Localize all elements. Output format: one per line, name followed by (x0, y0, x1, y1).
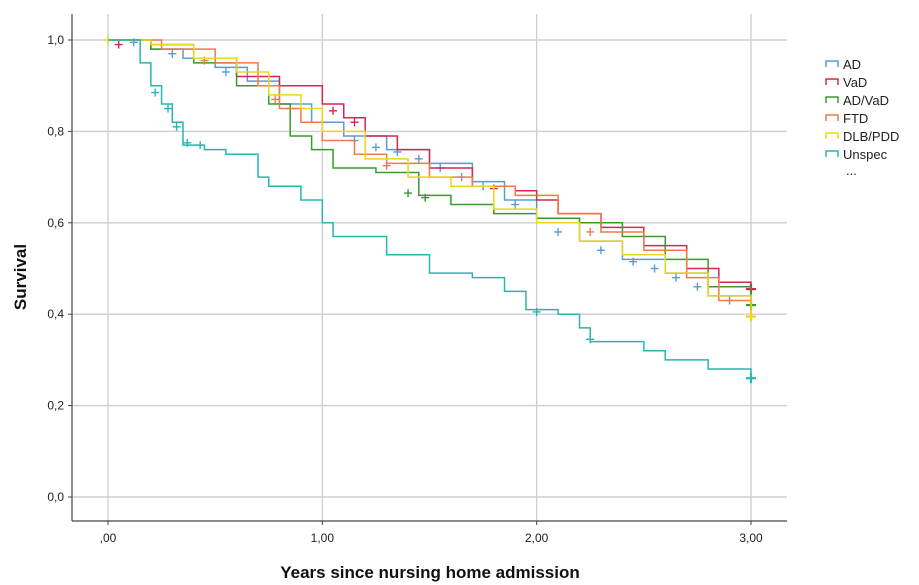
axes (68, 14, 787, 525)
censor-mark-unspec-3 (183, 138, 192, 147)
x-tick-label-0: ,00 (100, 531, 117, 545)
censor-mark-vad-2 (350, 118, 359, 127)
censor-mark-ad-13 (596, 246, 605, 255)
legend-item-vad: VaD (825, 75, 867, 90)
censor-mark-ftd-2 (382, 161, 391, 170)
censor-mark-ad-14 (629, 257, 638, 266)
censor-mark-ftd-3 (586, 227, 595, 236)
series-lines (104, 36, 756, 384)
censor-mark-ad-2 (221, 67, 230, 76)
y-tick-label-0: 0,0 (47, 490, 64, 504)
grid-lines (72, 14, 787, 521)
x-tick-label-3: 3,00 (739, 531, 763, 545)
legend-label: Unspec (843, 147, 888, 162)
censor-mark-ad-16 (671, 273, 680, 282)
censor-mark-ad-1 (168, 49, 177, 58)
legend-item-dlb-pdd: DLB/PDD (825, 129, 899, 144)
legend-swatch (825, 114, 839, 121)
y-tick-label-3: 0,6 (47, 216, 64, 230)
y-tick-label-5: 1,0 (47, 33, 64, 47)
censor-mark-vad-0 (114, 40, 123, 49)
legend: AD VaD AD/VaD FTD DLB/PDD Unspec... (825, 57, 899, 178)
series-line-ftd (108, 39, 752, 315)
legend-swatch (825, 96, 839, 103)
series-line-ad-vad (108, 39, 752, 306)
legend-swatch (825, 150, 839, 157)
x-axis-title: Years since nursing home admission (280, 563, 580, 582)
legend-item-ftd: FTD (825, 111, 868, 126)
censor-mark-unspec-7 (746, 373, 756, 384)
censor-mark-unspec-0 (151, 88, 160, 97)
censor-mark-ad-11 (511, 200, 520, 209)
censor-mark-ad-vad-0 (404, 189, 413, 198)
censor-mark-ad-7 (414, 154, 423, 163)
censor-mark-unspec-4 (196, 141, 205, 150)
legend-item-ad-vad: AD/VaD (825, 93, 889, 108)
legend-label: AD (843, 57, 861, 72)
legend-item-ad: AD (825, 57, 861, 72)
x-tick-label-1: 1,00 (311, 531, 335, 545)
legend-label: VaD (843, 75, 867, 90)
legend-label: FTD (843, 111, 868, 126)
legend-swatch (825, 78, 839, 85)
legend-swatch (825, 60, 839, 67)
legend-label: DLB/PDD (843, 129, 899, 144)
censor-mark-ad-12 (554, 227, 563, 236)
legend-item-unspec: Unspec (825, 147, 888, 162)
x-tick-label-2: 2,00 (525, 531, 549, 545)
censor-mark-ftd-1 (271, 95, 280, 104)
censor-mark-ad-vad-1 (421, 193, 430, 202)
legend-swatch (825, 132, 839, 139)
censor-mark-unspec-5 (532, 307, 541, 316)
censor-mark-ad-17 (693, 282, 702, 291)
censor-mark-unspec-1 (164, 104, 173, 113)
x-tick-labels: ,00 1,00 2,00 3,00 (100, 531, 763, 545)
y-axis-title: Survival (11, 244, 30, 310)
censor-mark-unspec-2 (172, 122, 181, 131)
y-tick-label-1: 0,2 (47, 399, 64, 413)
legend-label: AD/VaD (843, 93, 889, 108)
series-line-dlb-pdd (108, 39, 752, 317)
censor-mark-vad-1 (329, 106, 338, 115)
series-line-unspec (108, 39, 752, 379)
censor-mark-ad-15 (650, 264, 659, 273)
legend-more: ... (846, 163, 857, 178)
censor-mark-dlb-pdd-1 (746, 311, 756, 322)
y-tick-label-4: 0,8 (47, 124, 64, 138)
censor-mark-ad-5 (371, 143, 380, 152)
censor-mark-unspec-6 (586, 335, 595, 344)
y-tick-label-2: 0,4 (47, 307, 64, 321)
y-tick-labels: 0,0 0,2 0,4 0,6 0,8 1,0 (47, 33, 64, 504)
